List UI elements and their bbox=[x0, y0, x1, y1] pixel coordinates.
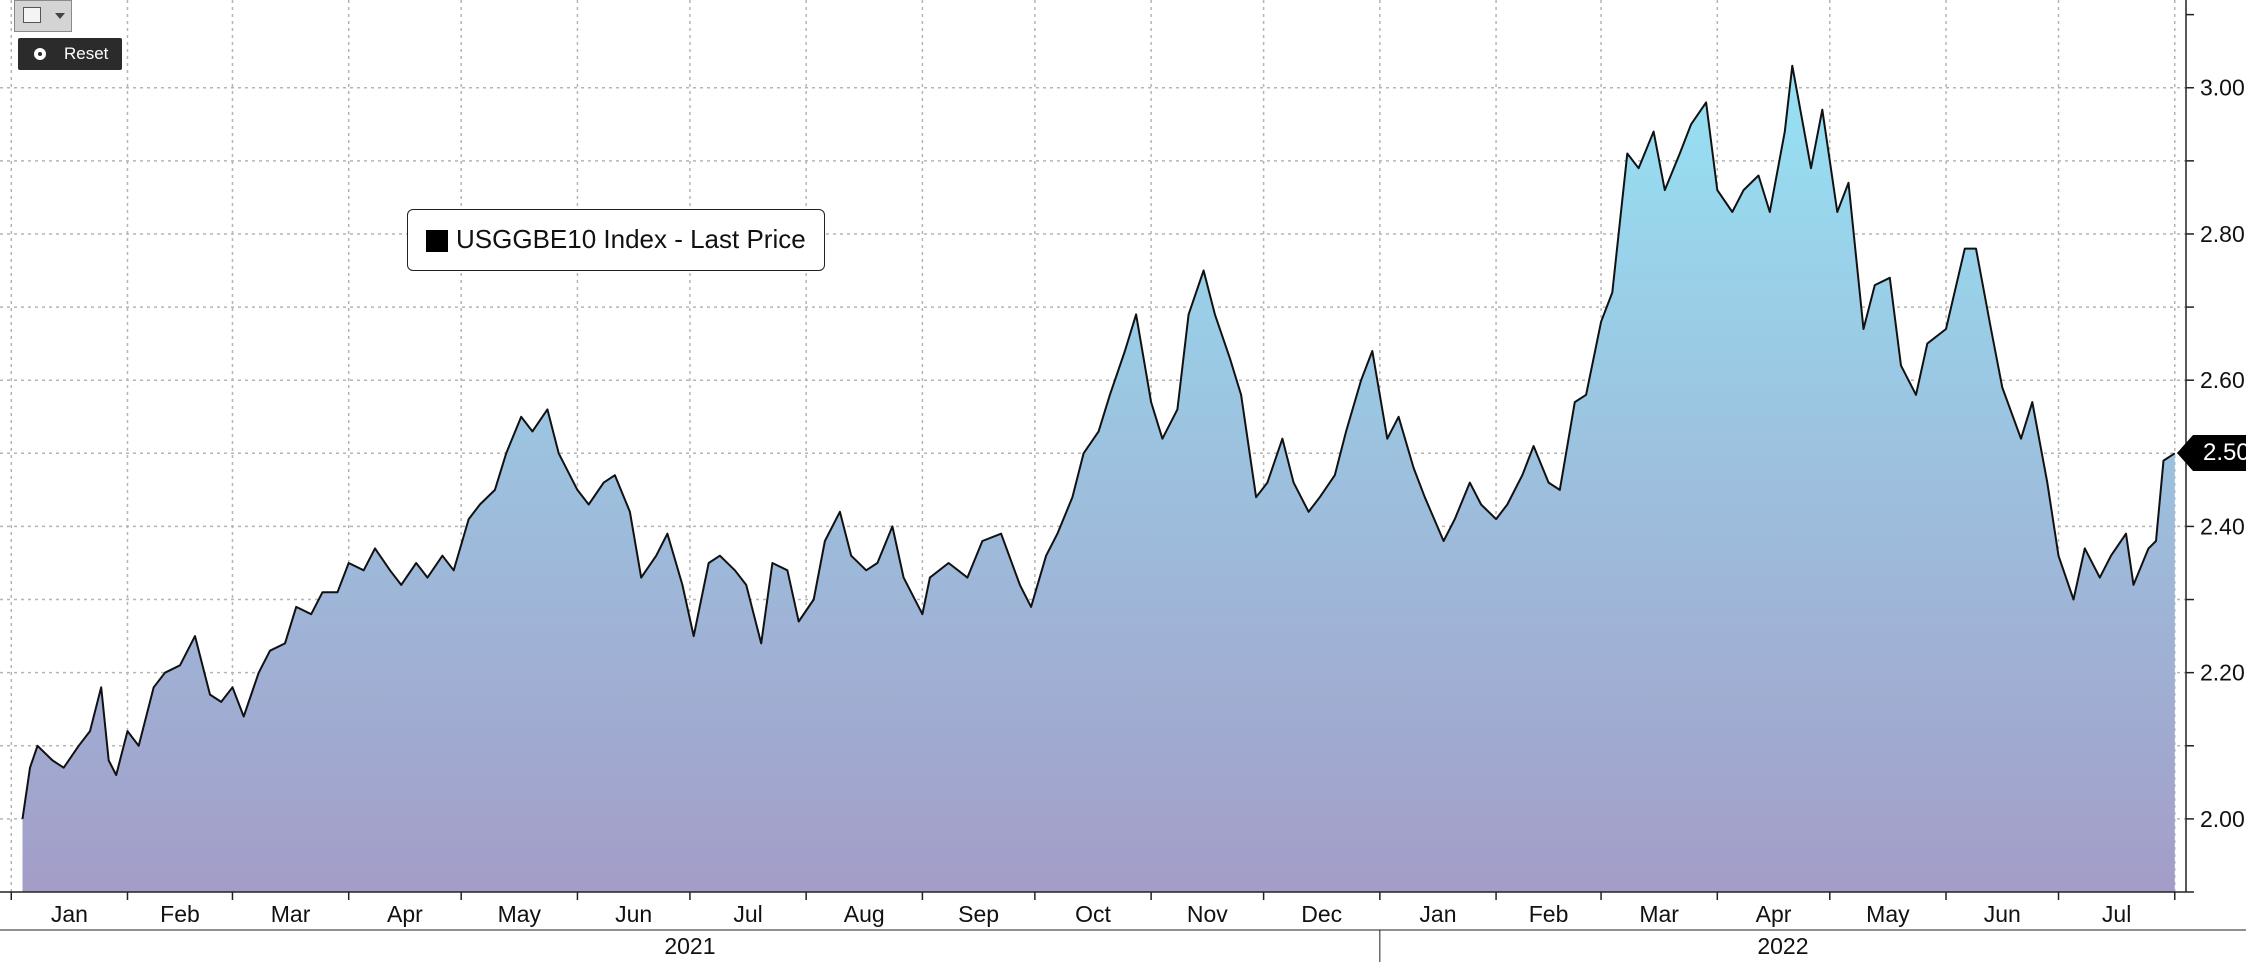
x-tick-label: Jul bbox=[733, 901, 762, 927]
y-tick-label: 2.20 bbox=[2200, 660, 2245, 686]
chart-type-button[interactable] bbox=[14, 0, 72, 32]
legend-label: USGGBE10 Index - Last Price bbox=[456, 224, 806, 254]
y-tick-label: 2.40 bbox=[2200, 513, 2245, 539]
x-tick-label: Apr bbox=[1756, 901, 1792, 927]
legend-swatch bbox=[426, 230, 448, 252]
series-line bbox=[21, 64, 2176, 820]
x-tick-label: Sep bbox=[958, 901, 999, 927]
x-tick-label: Jan bbox=[51, 901, 88, 927]
reset-button[interactable]: Reset bbox=[18, 38, 122, 70]
x-year-label: 2021 bbox=[664, 933, 715, 959]
x-tick-label: Jun bbox=[615, 901, 652, 927]
y-axis-ticks: 2.00 2.20 2.40 2.60 2.80 3.00 bbox=[2186, 13, 2245, 893]
x-tick-label: May bbox=[1866, 901, 1910, 927]
chart-legend[interactable]: USGGBE10 Index - Last Price bbox=[407, 209, 825, 271]
x-tick-label: Jan bbox=[1419, 901, 1456, 927]
x-tick-label: Dec bbox=[1301, 901, 1342, 927]
x-tick-label: May bbox=[498, 901, 542, 927]
x-tick-label: Jul bbox=[2102, 901, 2131, 927]
x-tick-label: Feb bbox=[1529, 901, 1569, 927]
y-tick-label: 3.00 bbox=[2200, 75, 2245, 101]
radio-dot-icon bbox=[34, 48, 46, 60]
reset-button-label: Reset bbox=[64, 44, 109, 63]
last-value-pointer bbox=[2177, 435, 2193, 472]
chevron-down-icon bbox=[55, 13, 65, 19]
x-tick-label: Feb bbox=[160, 901, 200, 927]
x-tick-label: Apr bbox=[387, 901, 423, 927]
x-tick-label: Mar bbox=[271, 901, 311, 927]
y-tick-label: 2.00 bbox=[2200, 806, 2245, 832]
y-tick-label: 2.80 bbox=[2200, 221, 2245, 247]
x-year-label: 2022 bbox=[1757, 933, 1808, 959]
x-tick-label: Mar bbox=[1639, 901, 1679, 927]
x-tick-label: Jun bbox=[1984, 901, 2021, 927]
y-tick-label: 2.60 bbox=[2200, 367, 2245, 393]
x-tick-label: Aug bbox=[844, 901, 885, 927]
x-tick-label: Nov bbox=[1187, 901, 1228, 927]
x-axis-ticks: Jan Feb Mar Apr May Jun Jul Aug Sep Oct Nov Dec Jan F… bbox=[10, 892, 2176, 959]
line-chart-icon bbox=[23, 7, 41, 23]
series-area-fill bbox=[22, 65, 2175, 893]
last-value-badge: 2.50 bbox=[2193, 435, 2246, 472]
x-tick-label: Oct bbox=[1075, 901, 1111, 927]
